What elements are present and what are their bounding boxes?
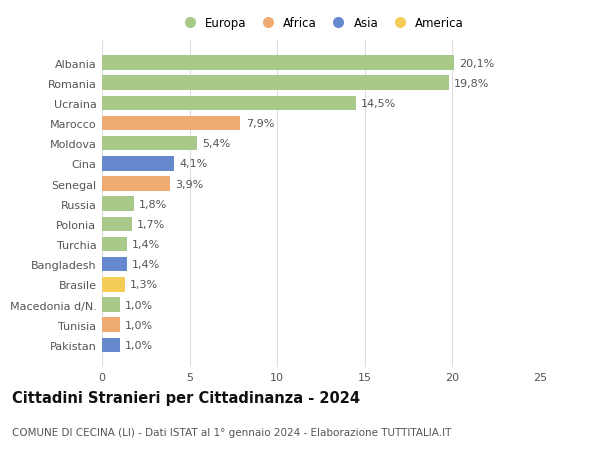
Text: 14,5%: 14,5% bbox=[361, 99, 397, 109]
Text: 5,4%: 5,4% bbox=[202, 139, 230, 149]
Bar bbox=[102, 177, 170, 191]
Bar bbox=[102, 237, 127, 252]
Bar bbox=[102, 76, 449, 91]
Text: 3,9%: 3,9% bbox=[176, 179, 204, 189]
Bar bbox=[102, 157, 174, 171]
Text: 1,7%: 1,7% bbox=[137, 219, 165, 230]
Text: 19,8%: 19,8% bbox=[454, 78, 490, 89]
Bar bbox=[102, 297, 119, 312]
Text: 1,4%: 1,4% bbox=[132, 240, 160, 250]
Text: 20,1%: 20,1% bbox=[460, 58, 494, 68]
Bar bbox=[102, 278, 125, 292]
Bar bbox=[102, 137, 197, 151]
Bar bbox=[102, 56, 454, 71]
Bar bbox=[102, 117, 241, 131]
Text: 1,8%: 1,8% bbox=[139, 199, 167, 209]
Text: COMUNE DI CECINA (LI) - Dati ISTAT al 1° gennaio 2024 - Elaborazione TUTTITALIA.: COMUNE DI CECINA (LI) - Dati ISTAT al 1°… bbox=[12, 427, 451, 437]
Bar bbox=[102, 197, 134, 212]
Text: 4,1%: 4,1% bbox=[179, 159, 208, 169]
Text: 1,3%: 1,3% bbox=[130, 280, 158, 290]
Bar bbox=[102, 318, 119, 332]
Bar bbox=[102, 217, 132, 232]
Text: 7,9%: 7,9% bbox=[245, 119, 274, 129]
Text: Cittadini Stranieri per Cittadinanza - 2024: Cittadini Stranieri per Cittadinanza - 2… bbox=[12, 390, 360, 405]
Text: 1,0%: 1,0% bbox=[125, 340, 153, 350]
Bar bbox=[102, 257, 127, 272]
Text: 1,4%: 1,4% bbox=[132, 260, 160, 269]
Text: 1,0%: 1,0% bbox=[125, 300, 153, 310]
Bar bbox=[102, 338, 119, 353]
Text: 1,0%: 1,0% bbox=[125, 320, 153, 330]
Bar bbox=[102, 96, 356, 111]
Legend: Europa, Africa, Asia, America: Europa, Africa, Asia, America bbox=[176, 15, 466, 32]
